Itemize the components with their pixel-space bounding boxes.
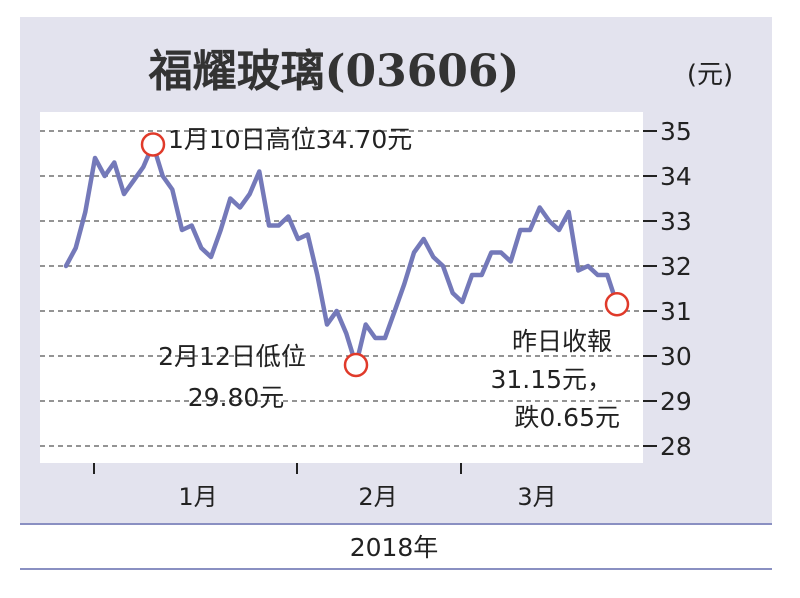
low-marker [343, 352, 369, 378]
annotation-low-line-1: 2月12日低位 [158, 342, 306, 371]
annotation-close-line-3: 跌0.65元 [514, 403, 620, 432]
y-tick-label: 33 [660, 207, 692, 236]
x-tick-label: 1月 [178, 483, 217, 511]
x-tick-label: 2月 [358, 483, 397, 511]
annotation-high: 1月10日高位34.70元 [168, 125, 412, 154]
y-tick-label: 32 [660, 252, 692, 281]
y-tick-label: 35 [660, 117, 692, 146]
x-axis-title: 2018年 [350, 533, 439, 562]
y-tick-label: 34 [660, 162, 692, 191]
price-line [63, 142, 620, 368]
y-tick-label: 30 [660, 342, 692, 371]
annotation-high-line-1: 1月10日高位34.70元 [168, 125, 412, 154]
chart-title: 福耀玻璃(03606) [148, 46, 520, 97]
x-axis: 1月 2月 3月 [93, 463, 557, 511]
x-tick-label: 3月 [517, 483, 556, 511]
annotation-close-line-2: 31.15元， [490, 365, 612, 394]
annotation-close-line-1: 昨日收報 [512, 327, 612, 356]
close-marker [604, 292, 630, 317]
series-layer [63, 142, 620, 368]
unit-label: (元) [687, 60, 733, 90]
y-tick-label: 29 [660, 387, 692, 416]
y-tick-label: 31 [660, 297, 692, 326]
y-tick-label: 28 [660, 432, 692, 461]
gridlines [40, 130, 643, 447]
markers [140, 132, 630, 378]
high-marker [140, 132, 166, 157]
annotation-low: 2月12日低位 29.80元 [158, 342, 314, 412]
annotation-low-line-2: 29.80元 [188, 383, 285, 412]
y-axis: 35 34 33 32 31 30 29 28 [643, 117, 692, 461]
annotation-close: 昨日收報 31.15元， 跌0.65元 [490, 327, 620, 432]
